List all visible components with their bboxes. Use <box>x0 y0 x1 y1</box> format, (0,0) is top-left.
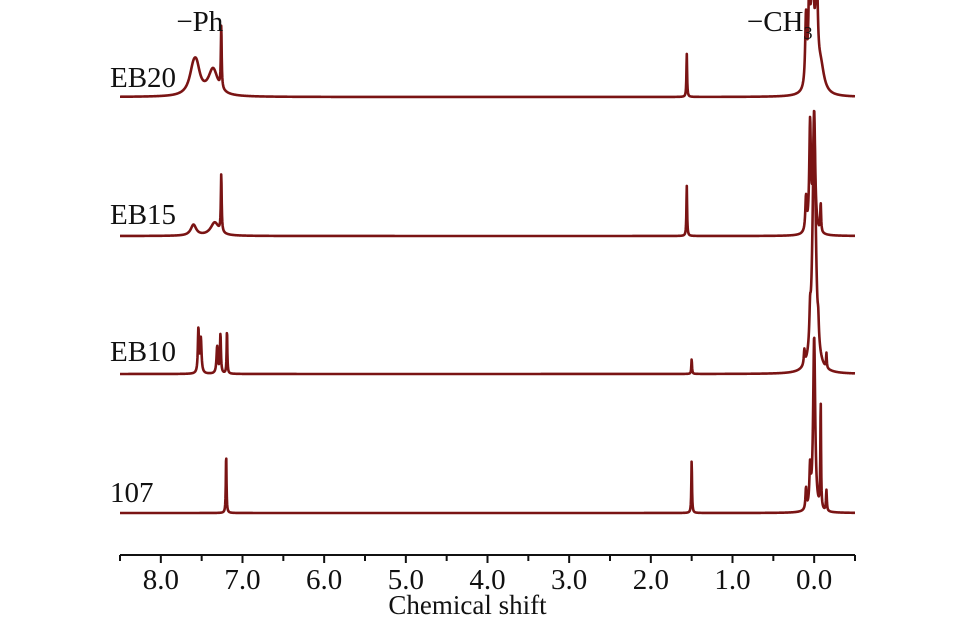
x-tick-label: 6.0 <box>306 564 342 596</box>
annotation-ch: −CH3 <box>747 6 813 43</box>
series-label-107: 107 <box>110 477 154 509</box>
spectra-group <box>118 0 857 515</box>
peak-annotations: −Ph −CH3 <box>176 6 812 43</box>
series-label-eb15: EB15 <box>110 199 176 231</box>
x-tick-label: 1.0 <box>714 564 750 596</box>
x-tick-label: 2.0 <box>633 564 669 596</box>
spectrum-line-eb20 <box>118 0 857 99</box>
spectrum-line-eb15 <box>118 109 857 238</box>
x-tick-label: 4.0 <box>469 564 505 596</box>
annotation-ph: −Ph <box>176 6 223 38</box>
x-axis: 8.0 7.0 6.0 5.0 4.0 3.0 2.0 1.0 0.0 Chemical shi… <box>119 554 856 619</box>
x-ticks: 8.0 7.0 6.0 5.0 4.0 3.0 2.0 1.0 0.0 <box>119 555 856 596</box>
spectrum-line-107 <box>118 336 857 515</box>
x-tick-label: 7.0 <box>224 564 260 596</box>
x-tick-label: 8.0 <box>143 564 179 596</box>
series-label-eb20: EB20 <box>110 62 176 94</box>
series-label-eb10: EB10 <box>110 336 176 368</box>
x-tick-label: 0.0 <box>796 564 832 596</box>
x-tick-label: 3.0 <box>551 564 587 596</box>
series-labels: EB20 EB15 EB10 107 <box>110 62 176 509</box>
x-tick-label: 5.0 <box>388 564 424 596</box>
spectrum-line-eb10 <box>118 127 857 376</box>
x-axis-label: Chemical shift <box>388 590 547 619</box>
